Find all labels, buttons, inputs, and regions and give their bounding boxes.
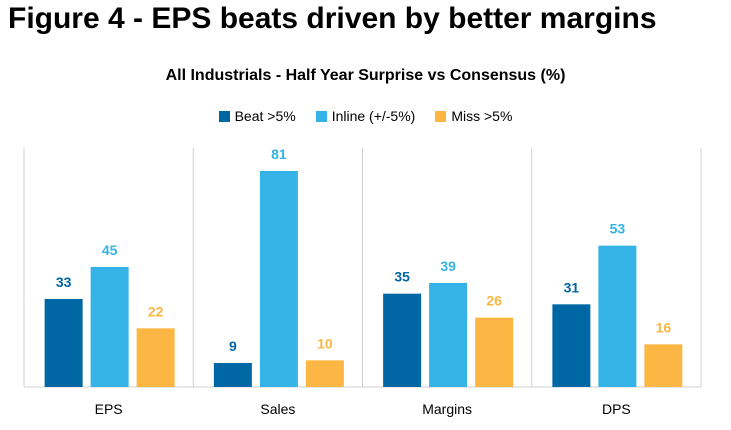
legend-item-beat: Beat >5% [218,108,296,124]
legend-item-miss: Miss >5% [435,108,512,124]
bar-sales-inline-5 [259,171,298,387]
bar-margins-beat-5 [383,293,422,387]
bar-margins-miss-5 [475,317,514,387]
legend-label-miss: Miss >5% [451,108,513,124]
bar-eps-miss-5 [136,328,175,387]
bar-sales-beat-5 [213,363,252,387]
legend-item-inline: Inline (+/-5%) [315,108,416,124]
data-label-eps-inline-5: 45 [102,242,118,258]
legend-label-beat: Beat >5% [234,108,296,124]
legend-swatch-beat [218,110,230,122]
legend-swatch-miss [435,110,447,122]
data-label-dps-miss-5: 16 [656,319,672,335]
data-label-margins-inline-5: 39 [440,258,456,274]
category-label-eps: EPS [95,401,123,417]
bar-eps-beat-5 [44,299,83,387]
chart-legend: Beat >5% Inline (+/-5%) Miss >5% [0,108,731,124]
data-label-eps-miss-5: 22 [148,303,164,319]
figure-title: Figure 4 - EPS beats driven by better ma… [8,2,657,35]
data-label-margins-beat-5: 35 [394,269,410,285]
data-label-dps-inline-5: 53 [610,221,626,237]
chart-title: All Industrials - Half Year Surprise vs … [165,67,566,84]
bar-dps-beat-5 [552,304,591,387]
data-label-margins-miss-5: 26 [486,293,502,309]
category-label-dps: DPS [602,401,631,417]
data-label-sales-inline-5: 81 [271,146,287,162]
data-label-sales-beat-5: 9 [229,338,237,354]
bar-dps-inline-5 [598,245,637,387]
data-label-sales-miss-5: 10 [317,335,333,351]
data-label-eps-beat-5: 33 [56,274,72,290]
bar-sales-miss-5 [305,360,344,387]
category-label-sales: Sales [260,401,295,417]
legend-swatch-inline [315,110,327,122]
bar-dps-miss-5 [644,344,683,387]
bar-eps-inline-5 [90,267,129,387]
category-label-margins: Margins [422,401,472,417]
bar-margins-inline-5 [429,283,468,387]
data-label-dps-beat-5: 31 [564,279,580,295]
legend-label-inline: Inline (+/-5%) [331,108,416,124]
